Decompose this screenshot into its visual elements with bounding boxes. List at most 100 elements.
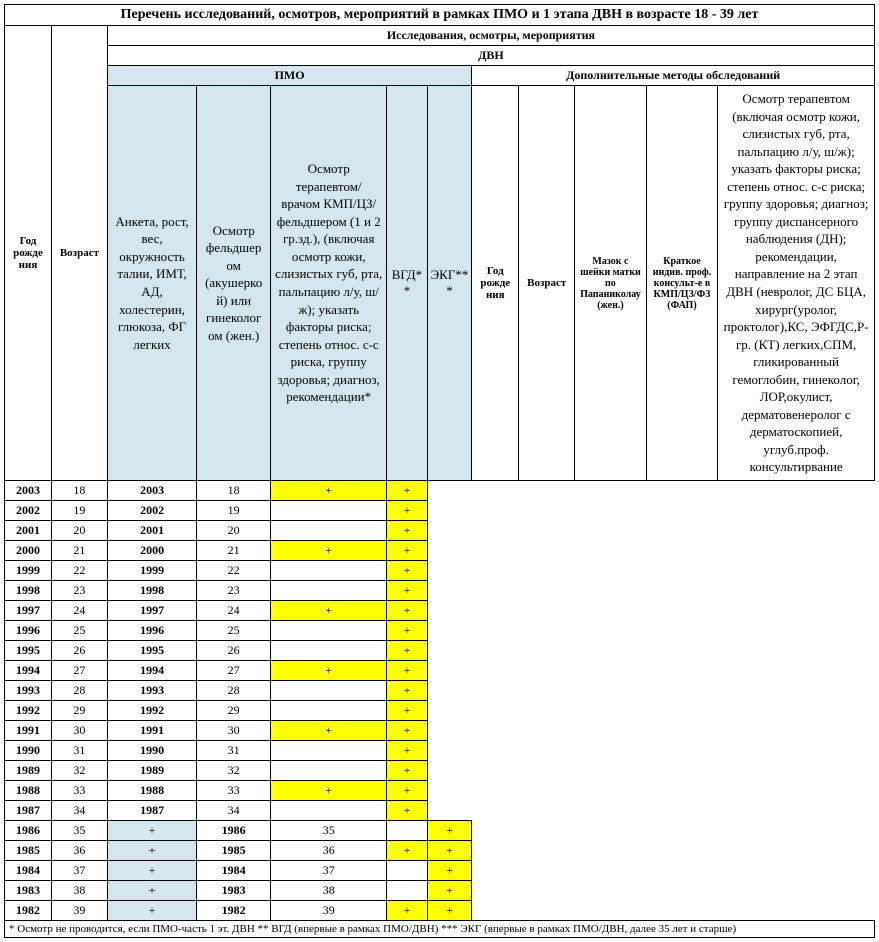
table-row: 198833198833++ xyxy=(5,781,875,801)
pap-cell xyxy=(271,561,387,581)
age-cell-2: 29 xyxy=(197,701,271,721)
col-pap: Мазок с шейки матки по Папаниколау (жен.… xyxy=(575,86,647,481)
footnote: * Осмотр не проводится, если ПМО-часть 1… xyxy=(5,921,875,938)
age-cell-2: 19 xyxy=(197,501,271,521)
pap-cell xyxy=(271,761,387,781)
pmo-col-1: Анкета, рост, вес, окружность талии, ИМТ… xyxy=(107,86,196,481)
extra-text: Осмотр терапевтом (включая осмотр кожи, … xyxy=(718,86,875,481)
table-row: 199823199823+ xyxy=(5,581,875,601)
age-cell: 20 xyxy=(51,521,107,541)
consult-cell: + xyxy=(387,761,427,781)
year-cell-2: 1997 xyxy=(107,601,196,621)
consult-cell: + xyxy=(387,681,427,701)
year-cell: 1995 xyxy=(5,641,52,661)
year-cell: 1983 xyxy=(5,881,52,901)
age-cell-2: 20 xyxy=(197,521,271,541)
pap-cell: + xyxy=(271,721,387,741)
age-cell: 37 xyxy=(51,861,107,881)
table-row: 198932198932+ xyxy=(5,761,875,781)
table-row: 198437+198437+ xyxy=(5,861,875,881)
year-cell: 1992 xyxy=(5,701,52,721)
year-cell-2: 1985 xyxy=(197,841,271,861)
ekg-cell: + xyxy=(107,821,196,841)
age-cell: 18 xyxy=(51,481,107,501)
pap-cell xyxy=(271,681,387,701)
table-row: 198239+198239++ xyxy=(5,901,875,921)
table-row: 199130199130++ xyxy=(5,721,875,741)
pap-cell: + xyxy=(271,541,387,561)
age-cell-2: 28 xyxy=(197,681,271,701)
pap-cell xyxy=(271,741,387,761)
age-cell: 31 xyxy=(51,741,107,761)
table-row: 199328199328+ xyxy=(5,681,875,701)
consult-cell: + xyxy=(387,481,427,501)
pap-cell: + xyxy=(271,781,387,801)
ekg-cell: + xyxy=(107,901,196,921)
consult-cell: + xyxy=(387,601,427,621)
age-cell-2: 25 xyxy=(197,621,271,641)
consult-cell: + xyxy=(387,621,427,641)
age-cell-2: 21 xyxy=(197,541,271,561)
row-extra: Дополнительные методы обследований xyxy=(472,66,875,86)
consult-cell: + xyxy=(387,501,427,521)
year-cell-2: 1988 xyxy=(107,781,196,801)
table-row: 199427199427++ xyxy=(5,661,875,681)
pap-cell xyxy=(271,501,387,521)
table-row: 198338+198338+ xyxy=(5,881,875,901)
consult-cell: + xyxy=(387,641,427,661)
main-table: Перечень исследований, осмотров, меропри… xyxy=(4,4,875,938)
age-cell: 23 xyxy=(51,581,107,601)
age-cell: 34 xyxy=(51,801,107,821)
age-cell: 25 xyxy=(51,621,107,641)
year-cell-2: 1989 xyxy=(107,761,196,781)
consult-cell: + xyxy=(387,721,427,741)
year-cell: 1989 xyxy=(5,761,52,781)
year-cell-2: 1987 xyxy=(107,801,196,821)
age-cell-2: 39 xyxy=(271,901,387,921)
pap-cell xyxy=(387,881,427,901)
age-cell-2: 32 xyxy=(197,761,271,781)
consult-cell: + xyxy=(387,521,427,541)
age-cell: 30 xyxy=(51,721,107,741)
age-cell: 19 xyxy=(51,501,107,521)
year-cell-2: 1984 xyxy=(197,861,271,881)
year-cell: 1990 xyxy=(5,741,52,761)
age-cell: 24 xyxy=(51,601,107,621)
pap-cell: + xyxy=(271,661,387,681)
age-cell-2: 33 xyxy=(197,781,271,801)
year-cell: 1997 xyxy=(5,601,52,621)
year-cell: 1985 xyxy=(5,841,52,861)
pap-cell: + xyxy=(387,901,427,921)
col-age: Возраст xyxy=(51,26,107,481)
year-cell-2: 1998 xyxy=(107,581,196,601)
ekg-cell: + xyxy=(107,841,196,861)
table-row: 199922199922+ xyxy=(5,561,875,581)
year-cell-2: 1991 xyxy=(107,721,196,741)
age-cell-2: 37 xyxy=(271,861,387,881)
pap-cell xyxy=(271,641,387,661)
year-cell: 1988 xyxy=(5,781,52,801)
year-cell: 1982 xyxy=(5,901,52,921)
year-cell-2: 1990 xyxy=(107,741,196,761)
consult-cell: + xyxy=(387,541,427,561)
year-cell: 2001 xyxy=(5,521,52,541)
pap-cell xyxy=(271,801,387,821)
consult-cell: + xyxy=(427,861,472,881)
table-row: 198635+198635+ xyxy=(5,821,875,841)
table-row: 200318200318++ xyxy=(5,481,875,501)
pap-cell xyxy=(271,581,387,601)
pmo-col-3: Осмотр терапевтом/ врачом КМП/ЦЗ/ фельдш… xyxy=(271,86,387,481)
consult-cell: + xyxy=(387,701,427,721)
age-cell: 32 xyxy=(51,761,107,781)
consult-cell: + xyxy=(387,561,427,581)
consult-cell: + xyxy=(427,901,472,921)
year-cell: 1991 xyxy=(5,721,52,741)
title-cell: Перечень исследований, осмотров, меропри… xyxy=(5,5,875,26)
year-cell-2: 1999 xyxy=(107,561,196,581)
year-cell-2: 1994 xyxy=(107,661,196,681)
year-cell-2: 1982 xyxy=(197,901,271,921)
table-row: 200120200120+ xyxy=(5,521,875,541)
table-row: 198734198734+ xyxy=(5,801,875,821)
age-cell-2: 22 xyxy=(197,561,271,581)
consult-cell: + xyxy=(387,801,427,821)
